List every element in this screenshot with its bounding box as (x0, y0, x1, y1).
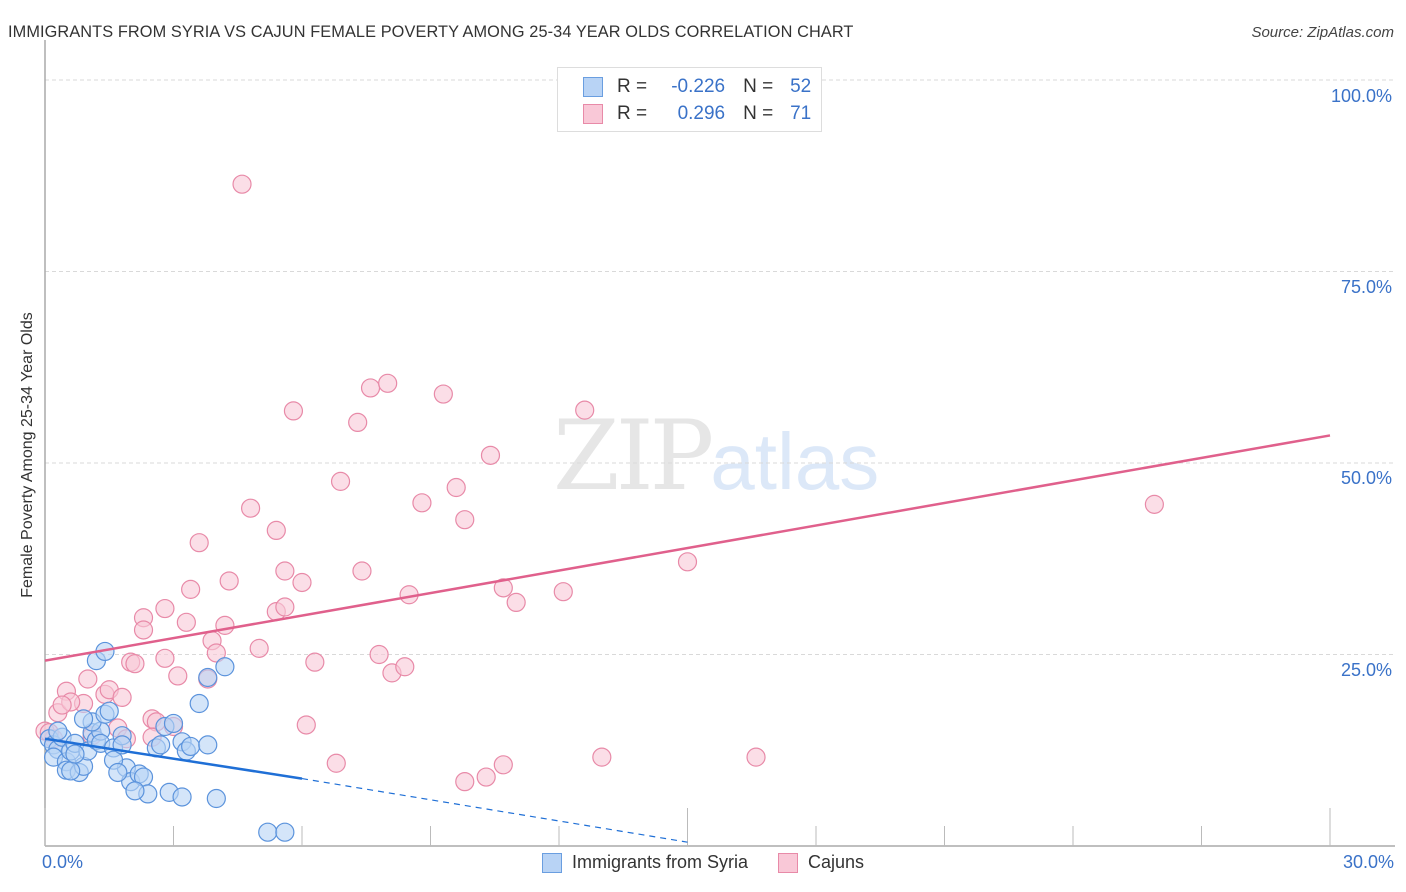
cajuns-legend-icon (778, 852, 799, 873)
data-point (232, 174, 252, 194)
data-point (575, 400, 595, 420)
y-tick-25: 25.0% (1340, 660, 1392, 680)
data-point (198, 667, 218, 688)
data-point (258, 822, 278, 842)
data-point (506, 592, 526, 613)
data-point (480, 445, 501, 465)
data-point (378, 373, 398, 393)
axes (44, 40, 1395, 847)
data-point (133, 620, 154, 640)
y-tick-100: 100.0% (1330, 86, 1392, 106)
data-point (305, 652, 325, 672)
data-point (189, 693, 209, 714)
data-point (189, 533, 209, 553)
data-point (172, 787, 192, 807)
data-point (249, 638, 269, 658)
syria-trend-extension (301, 777, 688, 843)
syria-trend-line (44, 737, 303, 780)
data-point (125, 654, 145, 674)
data-point (241, 498, 261, 518)
data-point (412, 493, 432, 513)
y-axis-label: Female Poverty Among 25-34 Year Olds (19, 312, 36, 598)
data-point (48, 721, 68, 741)
data-point (219, 571, 239, 591)
data-point (348, 412, 368, 433)
y-tick-75: 75.0% (1340, 277, 1392, 297)
data-point (746, 747, 766, 767)
syria-swatch-icon (583, 77, 603, 97)
data-point (455, 772, 475, 792)
x-tick-min: 0.0% (42, 852, 84, 872)
data-point (198, 735, 218, 755)
cajuns-n-value: 71 (790, 103, 812, 124)
x-tick-max: 30.0% (1342, 852, 1394, 872)
data-point (283, 401, 304, 421)
data-point (275, 822, 295, 842)
data-point (455, 510, 475, 530)
data-point (352, 561, 372, 581)
cajuns-r-value: 0.296 (677, 103, 726, 124)
syria-r-value: -0.226 (671, 76, 726, 97)
syria-n-value: 52 (790, 76, 812, 97)
data-point (163, 713, 184, 734)
series-legend: Immigrants from Syria Cajuns (542, 852, 894, 873)
data-point (493, 755, 513, 775)
data-point (360, 378, 381, 398)
correlation-legend: R = -0.226 N = 52 R = 0.296 N = 71 (557, 67, 822, 132)
data-point (292, 572, 312, 593)
data-point (206, 643, 226, 663)
data-point (181, 579, 201, 599)
data-point (215, 657, 235, 677)
data-point (275, 561, 295, 581)
watermark: ZIPatlas (553, 400, 880, 512)
trend-lines (44, 434, 1331, 843)
data-point (112, 687, 132, 707)
data-point (275, 597, 295, 617)
data-point (65, 744, 85, 764)
data-point (395, 657, 415, 677)
data-point (155, 648, 175, 668)
source-label: Source: ZipAtlas.com (1251, 24, 1394, 41)
data-point (592, 747, 612, 767)
data-point (677, 552, 698, 572)
cajuns-trend-line (44, 434, 1331, 662)
legend-item-cajuns[interactable]: Cajuns (778, 852, 864, 873)
data-point (125, 781, 145, 801)
data-point (476, 767, 496, 787)
legend-row-cajuns: R = 0.296 N = 71 (583, 102, 811, 126)
data-point (553, 582, 573, 602)
data-point (493, 578, 513, 598)
data-point (330, 471, 351, 491)
data-point (151, 735, 171, 755)
data-point (73, 709, 94, 729)
data-point (326, 753, 346, 773)
gridlines (45, 79, 1395, 655)
data-point (266, 520, 286, 541)
data-point (61, 761, 81, 781)
data-point (433, 384, 453, 404)
data-point (296, 715, 316, 735)
syria-legend-icon (542, 852, 562, 873)
cajuns-swatch-icon (583, 104, 603, 124)
data-point (181, 736, 201, 757)
data-point (155, 598, 175, 619)
data-point (168, 666, 188, 686)
data-point (176, 612, 196, 632)
syria-points (39, 641, 295, 842)
legend-row-syria: R = -0.226 N = 52 (583, 75, 811, 99)
data-point (206, 788, 226, 809)
data-point (446, 477, 466, 498)
data-point (108, 762, 128, 783)
data-point (369, 644, 389, 665)
data-point (215, 615, 235, 635)
data-point (1144, 494, 1164, 514)
legend-item-syria[interactable]: Immigrants from Syria (542, 852, 748, 873)
data-point (52, 695, 72, 715)
y-tick-50: 50.0% (1340, 468, 1392, 488)
data-point (99, 701, 119, 721)
data-point (78, 669, 98, 689)
chart-title: IMMIGRANTS FROM SYRIA VS CAJUN FEMALE PO… (8, 22, 854, 41)
